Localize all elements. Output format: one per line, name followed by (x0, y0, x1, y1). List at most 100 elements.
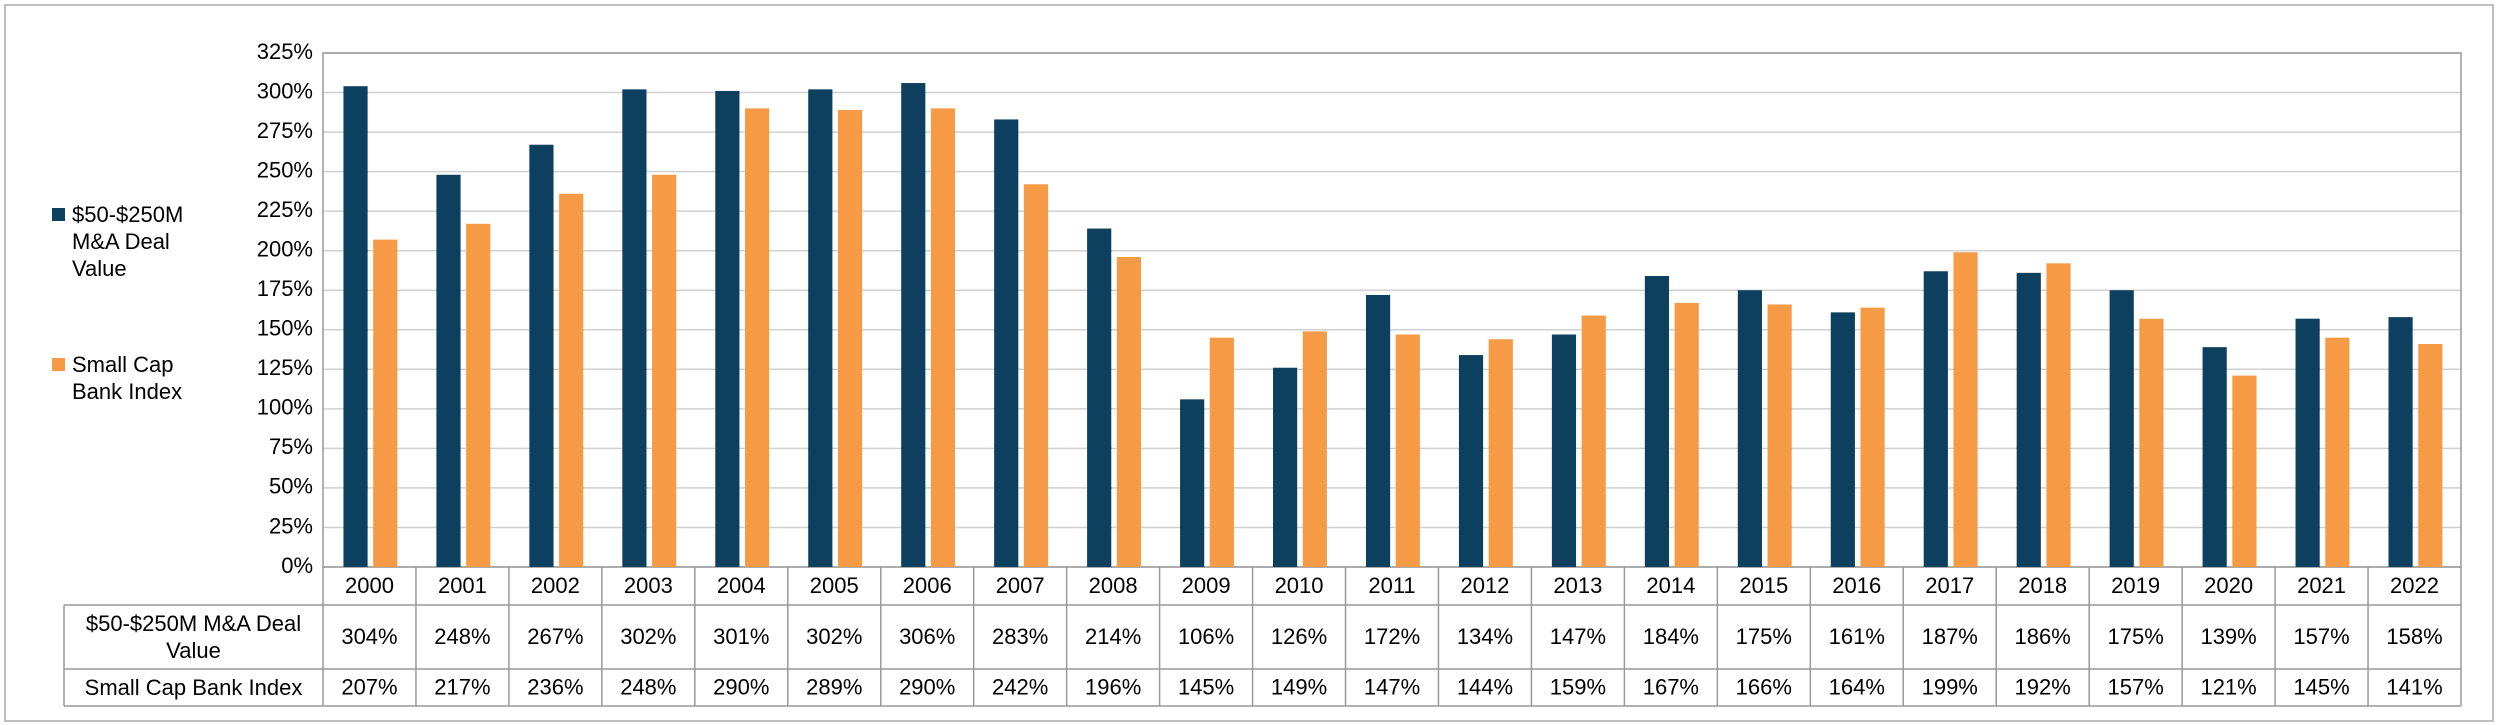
table-row-header: $50-$250M M&A Deal Value (85, 611, 302, 663)
bar (343, 86, 368, 567)
y-tick-label: 150% (257, 316, 313, 341)
table-value: 242% (992, 674, 1048, 699)
x-tick-label: 2012 (1460, 573, 1509, 598)
x-tick-label: 2017 (1925, 573, 1974, 598)
bar (2016, 272, 2041, 567)
legend-label: Small Cap Bank Index (72, 352, 183, 404)
table-value: 199% (1922, 674, 1978, 699)
bar (652, 174, 677, 568)
table-value: 248% (434, 624, 490, 649)
table-value: 106% (1178, 624, 1234, 649)
bar (901, 83, 926, 568)
table-value: 121% (2200, 674, 2256, 699)
y-tick-label: 0% (281, 553, 313, 578)
bar (529, 144, 554, 567)
table-value: 304% (341, 624, 397, 649)
y-tick-label: 125% (257, 355, 313, 380)
bar (1023, 184, 1049, 567)
x-tick-label: 2018 (2018, 573, 2067, 598)
bar (622, 89, 647, 568)
y-tick-label: 25% (269, 513, 313, 538)
bar (1087, 228, 1112, 567)
bar (1551, 334, 1577, 567)
bar (1209, 337, 1234, 567)
x-tick-label: 2015 (1739, 573, 1788, 598)
bar (2139, 318, 2164, 567)
table-value: 157% (2108, 674, 2164, 699)
table-value: 186% (2015, 624, 2071, 649)
bar (837, 109, 863, 567)
x-tick-label: 2006 (903, 573, 952, 598)
bar (1458, 355, 1484, 567)
table-value: 196% (1085, 674, 1141, 699)
table-value: 187% (1922, 624, 1978, 649)
bar (373, 239, 398, 568)
table-value: 290% (899, 674, 955, 699)
bar (2325, 337, 2350, 567)
bar (1830, 312, 1855, 567)
bar (1860, 307, 1885, 567)
bar (1273, 367, 1298, 567)
table-value: 175% (1736, 624, 1792, 649)
legend-label: $50-$250M M&A Deal Value (72, 202, 184, 281)
x-tick-label: 2007 (996, 573, 1045, 598)
table-value: 141% (2386, 674, 2442, 699)
table-row-header: Small Cap Bank Index (84, 675, 303, 700)
outer-border (4, 4, 2494, 722)
y-tick-label: 175% (257, 276, 313, 301)
table-value: 217% (434, 674, 490, 699)
table-value: 158% (2386, 624, 2442, 649)
table-value: 283% (992, 624, 1048, 649)
x-tick-label: 2004 (717, 573, 766, 598)
bar (2109, 290, 2134, 567)
x-tick-label: 2009 (1182, 573, 1231, 598)
y-tick-label: 225% (257, 197, 313, 222)
table-value: 147% (1364, 674, 1420, 699)
table-value: 236% (527, 674, 583, 699)
table-value: 207% (341, 674, 397, 699)
table-value: 184% (1643, 624, 1699, 649)
table-value: 175% (2108, 624, 2164, 649)
table-value: 126% (1271, 624, 1327, 649)
bar (436, 174, 461, 568)
bar (1180, 399, 1205, 567)
bar (1488, 339, 1513, 567)
bar (1644, 275, 1670, 567)
table-value: 289% (806, 674, 862, 699)
bar (930, 108, 956, 567)
table-value: 164% (1829, 674, 1885, 699)
bar (2232, 375, 2257, 567)
y-tick-label: 275% (257, 118, 313, 143)
bar (2418, 344, 2443, 567)
table-value: 161% (1829, 624, 1885, 649)
bar (2046, 263, 2071, 567)
table-value: 302% (620, 624, 676, 649)
x-tick-label: 2016 (1832, 573, 1881, 598)
table-value: 144% (1457, 674, 1513, 699)
table-value: 147% (1550, 624, 1606, 649)
legend-swatch (52, 358, 65, 371)
table-value: 214% (1085, 624, 1141, 649)
y-tick-label: 75% (269, 434, 313, 459)
bar (2202, 347, 2227, 567)
x-tick-label: 2010 (1275, 573, 1324, 598)
y-tick-label: 100% (257, 395, 313, 420)
table-value: 166% (1736, 674, 1792, 699)
table-value: 192% (2015, 674, 2071, 699)
y-tick-label: 250% (257, 157, 313, 182)
table-value: 172% (1364, 624, 1420, 649)
table-value: 149% (1271, 674, 1327, 699)
x-tick-label: 2001 (438, 573, 487, 598)
table-value: 145% (2293, 674, 2349, 699)
bar (808, 89, 833, 568)
x-tick-label: 2000 (345, 573, 394, 598)
x-tick-label: 2019 (2111, 573, 2160, 598)
bar (559, 193, 584, 567)
bar (2295, 318, 2320, 567)
table-value: 134% (1457, 624, 1513, 649)
x-tick-label: 2008 (1089, 573, 1138, 598)
y-tick-label: 300% (257, 78, 313, 103)
table-value: 167% (1643, 674, 1699, 699)
x-tick-label: 2002 (531, 573, 580, 598)
